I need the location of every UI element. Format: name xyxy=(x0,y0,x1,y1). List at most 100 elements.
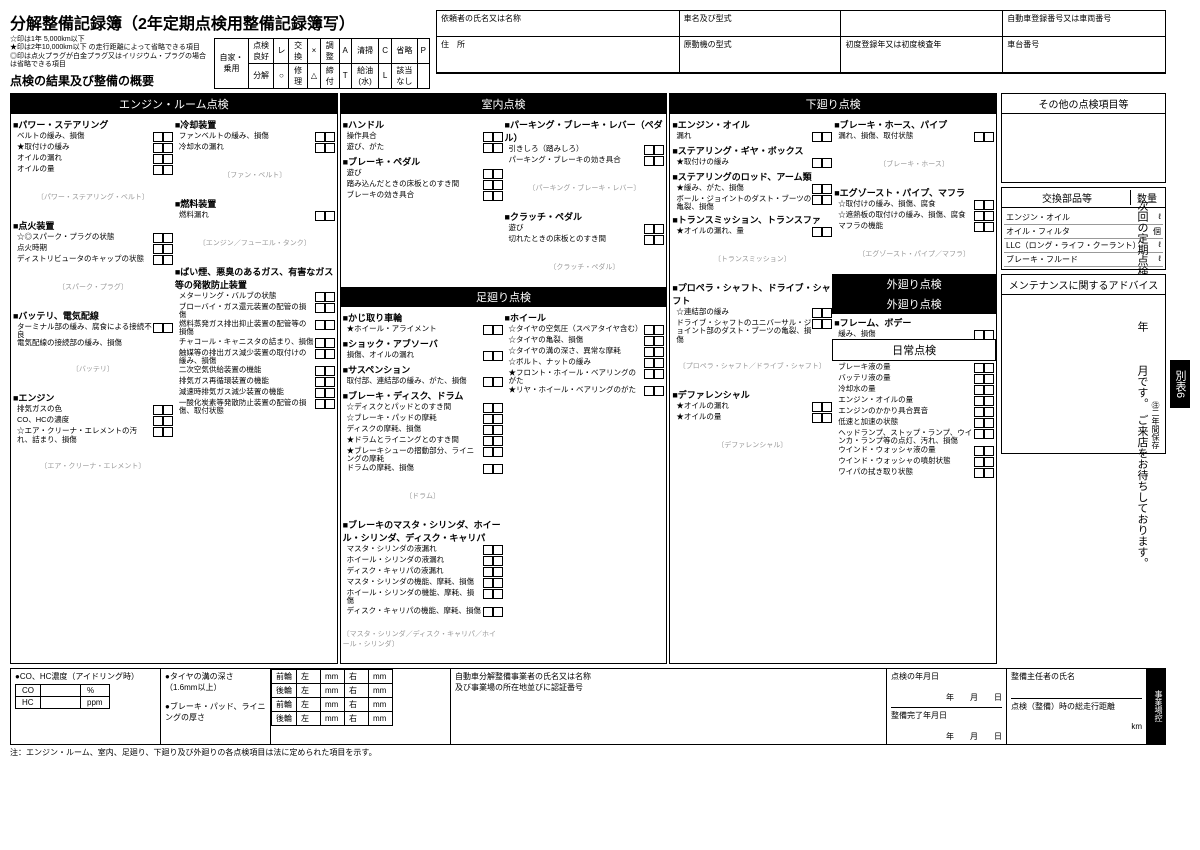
diagram: 〔トランスミッション〕 xyxy=(672,239,832,279)
check-item: CO、HCの濃度 xyxy=(13,416,173,426)
diagram: 〔プロペラ・シャフト／ドライブ・シャフト〕 xyxy=(672,346,832,386)
check-item: ターミナル部の緩み、腐食による接続不良 電気配線の接続部の緩み、損傷 xyxy=(13,323,173,348)
diagram: 〔エンジン／フューエル・タンク〕 xyxy=(175,223,335,263)
check-item: ウインド・ウォッシャ液の量 xyxy=(834,446,994,456)
check-item: メターリング・バルブの状態 xyxy=(175,292,335,302)
subtitle: 点検の結果及び整備の概要 xyxy=(10,72,208,89)
check-item: ★取付けの緩み xyxy=(672,158,832,168)
check-item: 冷却水の量 xyxy=(834,385,994,395)
check-item: ☆ブレーキ・パッドの摩耗 xyxy=(343,414,503,424)
doc-title: 分解整備記録簿（2年定期点検用整備記録簿写） xyxy=(10,10,430,34)
check-item: 触媒等の排出ガス減少装置の取付けの緩み、損傷 xyxy=(175,349,335,366)
check-item: ディストリビュータのキャップの状態 xyxy=(13,255,173,265)
check-item: 点火時期 xyxy=(13,244,173,254)
info-grid: 依頼者の氏名又は名称 車名及び型式 自動車登録番号又は車両番号 住 所 原動機の… xyxy=(436,10,1166,74)
legend-notes: ☆印は1年 5,000km以下 ★印は2年10,000km以下 の走行距離によっ… xyxy=(10,36,208,70)
check-item: 排気ガスの色 xyxy=(13,405,173,415)
check-item: マフラの機能 xyxy=(834,222,994,232)
check-item: マスタ・シリンダの機能、摩耗、損傷 xyxy=(343,578,503,588)
check-item: ☆タイヤの空気圧（スペアタイヤ含む） xyxy=(505,325,665,335)
check-item: ☆エア・クリーナ・エレメントの汚れ、詰まり、損傷 xyxy=(13,427,173,444)
check-item: ディスク・キャリパの機能、摩耗、損傷 xyxy=(343,607,503,617)
check-item: ★オイルの漏れ xyxy=(672,402,832,412)
check-item: ドラムの摩耗、損傷 xyxy=(343,464,503,474)
check-item: パーキング・ブレーキの効き具合 xyxy=(505,156,665,166)
check-item: ★ドラムとライニングとのすき間 xyxy=(343,436,503,446)
check-item: ホイール・シリンダの液漏れ xyxy=(343,556,503,566)
check-item: ブレーキの効き具合 xyxy=(343,191,503,201)
check-item: 切れたときの床板とのすき間 xyxy=(505,235,665,245)
check-item: エンジン・オイルの量 xyxy=(834,396,994,406)
check-item: 損傷、オイルの漏れ xyxy=(343,351,503,361)
check-item: マスタ・シリンダの液漏れ xyxy=(343,545,503,555)
check-item: 遊び、がた xyxy=(343,143,503,153)
check-item: 引きしろ（踏みしろ） xyxy=(505,145,665,155)
diagram: 〔ファン・ベルト〕 xyxy=(175,155,335,195)
check-item: 減速時排気ガス減少装置の機能 xyxy=(175,388,335,398)
check-item: オイルの漏れ xyxy=(13,154,173,164)
check-item: 一酸化炭素等発散防止装置の配管の損傷、取付状態 xyxy=(175,399,335,416)
check-item: 踏み込んだときの床板とのすき間 xyxy=(343,180,503,190)
check-item: ディスクの摩耗、損傷 xyxy=(343,425,503,435)
diagram: 〔パーキング・ブレーキ・レバー〕 xyxy=(505,168,665,208)
check-item: ☆タイヤの亀裂、損傷 xyxy=(505,336,665,346)
check-item: ☆ディスクとパッドとのすき間 xyxy=(343,403,503,413)
check-item: 二次空気供給装置の機能 xyxy=(175,366,335,376)
check-item: ☆遮熱板の取付けの緩み、損傷、腐食 xyxy=(834,211,994,221)
check-item: ★フロント・ホイール・ベアリングのがた xyxy=(505,369,665,386)
check-item: ★オイルの漏れ、量 xyxy=(672,227,832,237)
check-item: ヘッドランプ、ストップ・ランプ、ウインカ・ランプ等の点灯、汚れ、損傷 xyxy=(834,429,994,446)
check-item: ボール・ジョイントのダスト・ブーツの亀裂、損傷 xyxy=(672,195,832,212)
check-item: ☆ボルト、ナットの緩み xyxy=(505,358,665,368)
diagram: 〔バッテリ〕 xyxy=(13,349,173,389)
diagram: 〔パワー・ステアリング・ベルト〕 xyxy=(13,177,173,217)
check-item: ☆タイヤの溝の深さ、異常な摩耗 xyxy=(505,347,665,357)
check-item: 燃料蒸発ガス排出抑止装置の配管等の損傷 xyxy=(175,320,335,337)
check-item: 漏れ、損傷、取付状態 xyxy=(834,132,994,142)
check-item: 取付部、連結部の緩み、がた、損傷 xyxy=(343,377,503,387)
check-item: チャコール・キャニスタの詰まり、損傷 xyxy=(175,338,335,348)
check-item: 漏れ xyxy=(672,132,832,142)
check-item: ★ブレーキシューの摺動部分、ライニングの摩耗 xyxy=(343,447,503,464)
maintenance-advice-box: メンテナンスに関するアドバイス ㊟二年間保存 xyxy=(1001,274,1166,454)
check-item: エンジンのかかり具合異音 xyxy=(834,407,994,417)
check-item: 操作具合 xyxy=(343,132,503,142)
check-item: ★緩み、がた、損傷 xyxy=(672,184,832,194)
side-tag-top: 別表6 xyxy=(1170,360,1190,408)
diagram: 〔デファレンシャル〕 xyxy=(672,425,832,465)
check-item: ★リヤ・ホイール・ベアリングのがた xyxy=(505,386,665,396)
footer: ●CO、HC濃度（アイドリング時） CO% HCppm ●タイヤの溝の深さ（1.… xyxy=(10,668,1166,745)
check-item: 燃料漏れ xyxy=(175,211,335,221)
legend-table: 自家・乗用 点検良好レ交換×調整A清掃C省略P 分解○修理△締付T給油(水)L該… xyxy=(214,38,430,89)
footer-note: 注：エンジン・ルーム、室内、足廻り、下廻り及び外廻りの各点検項目は法に定められた… xyxy=(10,747,1166,758)
check-item: 遊び xyxy=(343,169,503,179)
diagram: 〔ブレーキ・ホース〕 xyxy=(834,144,994,184)
check-item: 排気ガス再循環装置の機能 xyxy=(175,377,335,387)
check-item: ドライブ・シャフトのユニバーサル・ジョイント部のダスト・ブーツの亀裂、損傷 xyxy=(672,319,832,344)
check-item: ファンベルトの緩み、損傷 xyxy=(175,132,335,142)
diagram: 〔エア・クリーナ・エレメント〕 xyxy=(13,446,173,486)
check-item: ブレーキ液の量 xyxy=(834,363,994,373)
check-item: ★オイルの量 xyxy=(672,413,832,423)
diagram: 〔エグゾースト・パイプ／マフラ〕 xyxy=(834,234,994,274)
check-item: ウインド・ウォッシャの噴射状態 xyxy=(834,457,994,467)
check-item: ブローバイ・ガス還元装置の配管の損傷 xyxy=(175,303,335,320)
check-item: ★ホイール・アライメント xyxy=(343,325,503,335)
check-item: 低速と加速の状態 xyxy=(834,418,994,428)
diagram: 〔ドラム〕 xyxy=(343,476,503,516)
check-item: バッテリ液の量 xyxy=(834,374,994,384)
check-item: ★取付けの緩み xyxy=(13,143,173,153)
check-item: ☆取付けの緩み、損傷、腐食 xyxy=(834,200,994,210)
check-item: ☆◎スパーク・プラグの状態 xyxy=(13,233,173,243)
check-item: オイルの量 xyxy=(13,165,173,175)
other-items-box: その他の点検項目等 xyxy=(1001,93,1166,183)
check-item: 冷却水の漏れ xyxy=(175,143,335,153)
check-item: ☆連結部の緩み xyxy=(672,308,832,318)
diagram: 〔クラッチ・ペダル〕 xyxy=(505,247,665,287)
check-item: ホイール・シリンダの機能、摩耗、損傷 xyxy=(343,589,503,606)
diagram: 〔スパーク・プラグ〕 xyxy=(13,267,173,307)
diagram: 〔マスタ・シリンダ／ディスク・キャリパ／ホイール・シリンダ〕 xyxy=(343,619,503,659)
check-item: ワイパの拭き取り状態 xyxy=(834,468,994,478)
check-item: 遊び xyxy=(505,224,665,234)
check-item: ディスク・キャリパの液漏れ xyxy=(343,567,503,577)
